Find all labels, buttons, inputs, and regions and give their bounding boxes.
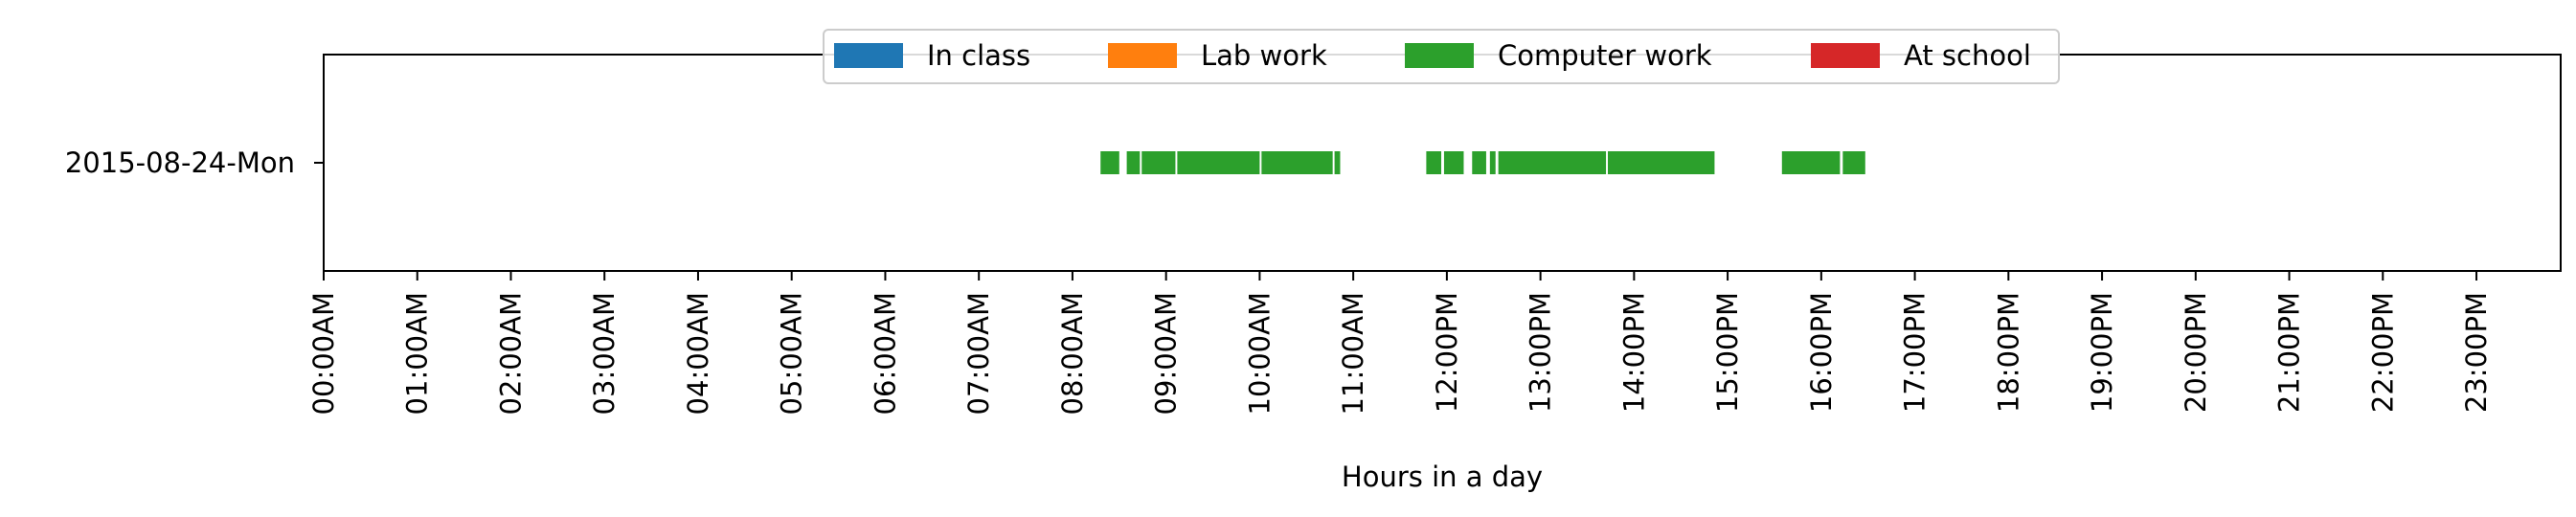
legend-swatch — [1108, 43, 1177, 68]
bar-segment — [1489, 151, 1496, 174]
bar-segment — [1472, 151, 1486, 174]
x-tick-label: 13:00PM — [1525, 292, 1557, 413]
x-tick-label: 04:00AM — [682, 292, 714, 415]
y-tick-label: 2015-08-24-Mon — [65, 146, 295, 179]
bar-segment — [1261, 151, 1333, 174]
x-tick-label: 03:00AM — [588, 292, 621, 415]
x-tick-label: 12:00PM — [1431, 292, 1463, 413]
x-tick-label: 21:00PM — [2273, 292, 2306, 413]
x-tick-label: 02:00AM — [494, 292, 527, 415]
legend-label: At school — [1904, 39, 2031, 72]
bar-segment — [1443, 151, 1464, 174]
legend-swatch — [834, 43, 903, 68]
bar-segment — [1781, 151, 1841, 174]
bar-segment — [1177, 151, 1260, 174]
legend-label: Computer work — [1498, 39, 1712, 72]
bar-segments — [1100, 151, 1865, 174]
x-tick-label: 17:00PM — [1899, 292, 1932, 413]
x-tick-label: 08:00AM — [1056, 292, 1089, 415]
legend-label: In class — [927, 39, 1030, 72]
x-tick-label: 05:00AM — [776, 292, 808, 415]
legend-label: Lab work — [1201, 39, 1327, 72]
x-tick-label: 00:00AM — [307, 292, 340, 415]
x-tick-label: 18:00PM — [1992, 292, 2024, 413]
x-tick-label: 11:00AM — [1337, 292, 1369, 415]
legend: In class Lab work Computer work At school — [823, 29, 2060, 84]
x-tick-label: 14:00PM — [1617, 292, 1650, 413]
x-tick-label: 20:00PM — [2180, 292, 2212, 413]
bar-segment — [1608, 151, 1715, 174]
x-tick-label: 01:00AM — [401, 292, 434, 415]
bar-segment — [1426, 151, 1442, 174]
x-tick-label: 07:00AM — [962, 292, 995, 415]
x-tick-label: 06:00AM — [869, 292, 901, 415]
legend-swatch — [1405, 43, 1474, 68]
bar-segment — [1334, 151, 1341, 174]
x-tick-label: 19:00PM — [2086, 292, 2118, 413]
plot-area — [323, 54, 2562, 272]
bar-segment — [1842, 151, 1865, 174]
x-axis-label: Hours in a day — [1342, 461, 1543, 493]
x-axis-ticks: 00:00AM 01:00AM 02:00AM 03:00AM 04:00AM 05:00… — [307, 271, 2493, 415]
x-tick-label: 23:00PM — [2460, 292, 2493, 413]
x-tick-label: 09:00AM — [1150, 292, 1183, 415]
x-tick-label: 16:00PM — [1805, 292, 1838, 413]
bar-segment — [1126, 151, 1141, 174]
x-tick-label: 22:00PM — [2366, 292, 2399, 413]
y-axis-ticks: 2015-08-24-Mon — [65, 146, 324, 179]
x-tick-label: 10:00AM — [1243, 292, 1276, 415]
bar-segment — [1100, 151, 1119, 174]
bar-segment — [1141, 151, 1176, 174]
legend-swatch — [1811, 43, 1880, 68]
x-tick-label: 15:00PM — [1711, 292, 1744, 413]
bar-segment — [1498, 151, 1607, 174]
